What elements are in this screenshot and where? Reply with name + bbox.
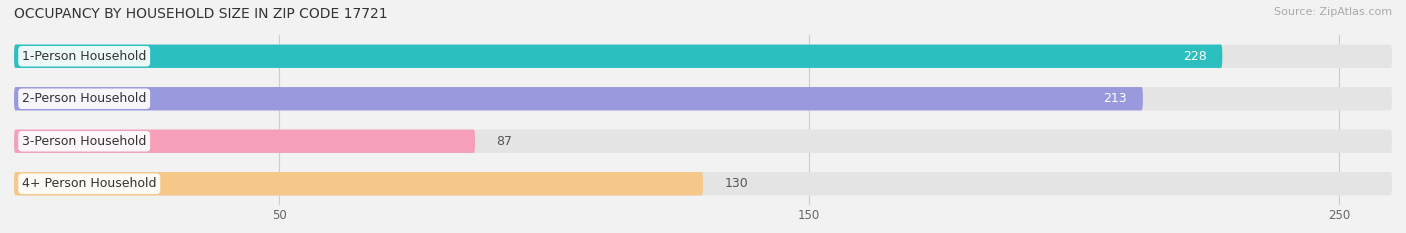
Text: 1-Person Household: 1-Person Household [22,50,146,63]
FancyBboxPatch shape [14,172,1392,195]
Text: 3-Person Household: 3-Person Household [22,135,146,148]
FancyBboxPatch shape [14,87,1392,110]
Text: 2-Person Household: 2-Person Household [22,92,146,105]
FancyBboxPatch shape [14,87,1143,110]
FancyBboxPatch shape [14,45,1222,68]
FancyBboxPatch shape [14,130,475,153]
Text: OCCUPANCY BY HOUSEHOLD SIZE IN ZIP CODE 17721: OCCUPANCY BY HOUSEHOLD SIZE IN ZIP CODE … [14,7,388,21]
Text: Source: ZipAtlas.com: Source: ZipAtlas.com [1274,7,1392,17]
FancyBboxPatch shape [14,130,1392,153]
Text: 87: 87 [496,135,512,148]
Text: 213: 213 [1104,92,1128,105]
FancyBboxPatch shape [14,172,703,195]
Text: 4+ Person Household: 4+ Person Household [22,177,156,190]
Text: 228: 228 [1182,50,1206,63]
Text: 130: 130 [724,177,748,190]
FancyBboxPatch shape [14,45,1392,68]
